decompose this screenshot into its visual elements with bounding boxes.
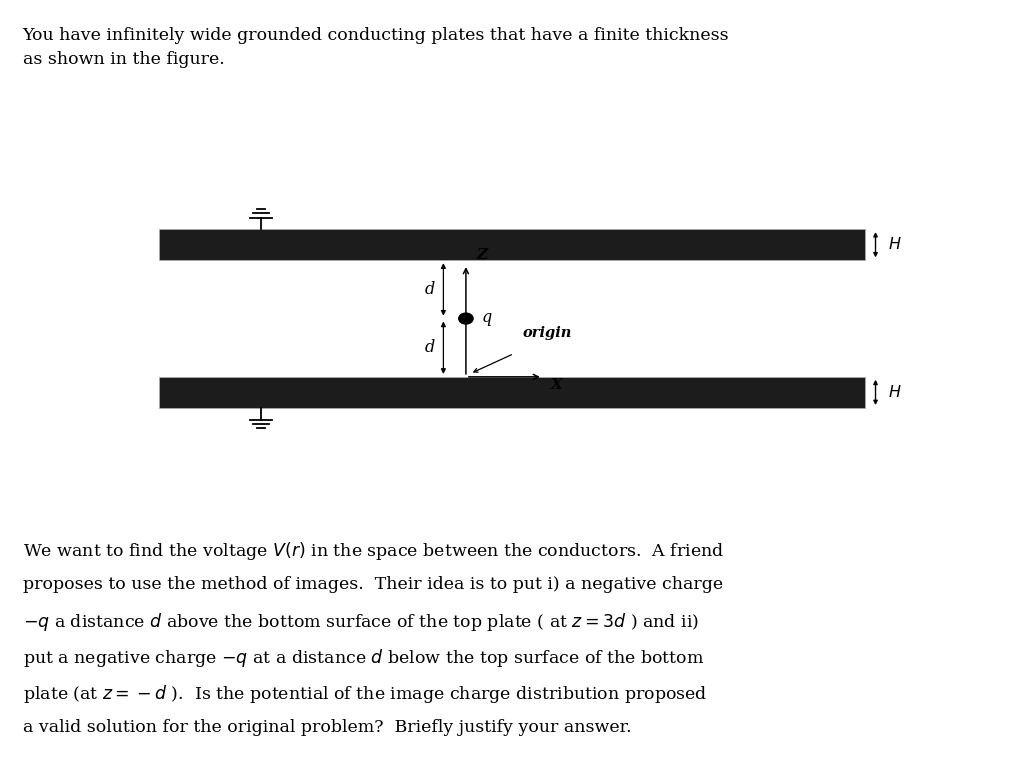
- Text: You have infinitely wide grounded conducting plates that have a finite thickness: You have infinitely wide grounded conduc…: [23, 27, 729, 68]
- Bar: [159, 377, 865, 408]
- Text: d: d: [425, 340, 435, 356]
- Text: X: X: [551, 378, 563, 392]
- Text: put a negative charge $-q$ at a distance $d$ below the top surface of the bottom: put a negative charge $-q$ at a distance…: [23, 647, 703, 669]
- Text: d: d: [425, 281, 435, 298]
- Text: origin: origin: [522, 326, 571, 340]
- Text: proposes to use the method of images.  Their idea is to put i) a negative charge: proposes to use the method of images. Th…: [23, 576, 723, 593]
- Text: $H$: $H$: [888, 236, 901, 253]
- Text: a valid solution for the original problem?  Briefly justify your answer.: a valid solution for the original proble…: [23, 719, 631, 736]
- Circle shape: [459, 313, 473, 324]
- Text: We want to find the voltage $V(r)$ in the space between the conductors.  A frien: We want to find the voltage $V(r)$ in th…: [23, 540, 724, 562]
- Text: $H$: $H$: [888, 384, 901, 401]
- Text: Z: Z: [476, 248, 487, 262]
- Text: q: q: [481, 308, 492, 326]
- Text: $-q$ a distance $d$ above the bottom surface of the top plate ( at $z = 3d$ ) an: $-q$ a distance $d$ above the bottom sur…: [23, 611, 698, 633]
- Bar: [159, 229, 865, 260]
- Text: plate (at $z = -d$ ).  Is the potential of the image charge distribution propose: plate (at $z = -d$ ). Is the potential o…: [23, 683, 707, 705]
